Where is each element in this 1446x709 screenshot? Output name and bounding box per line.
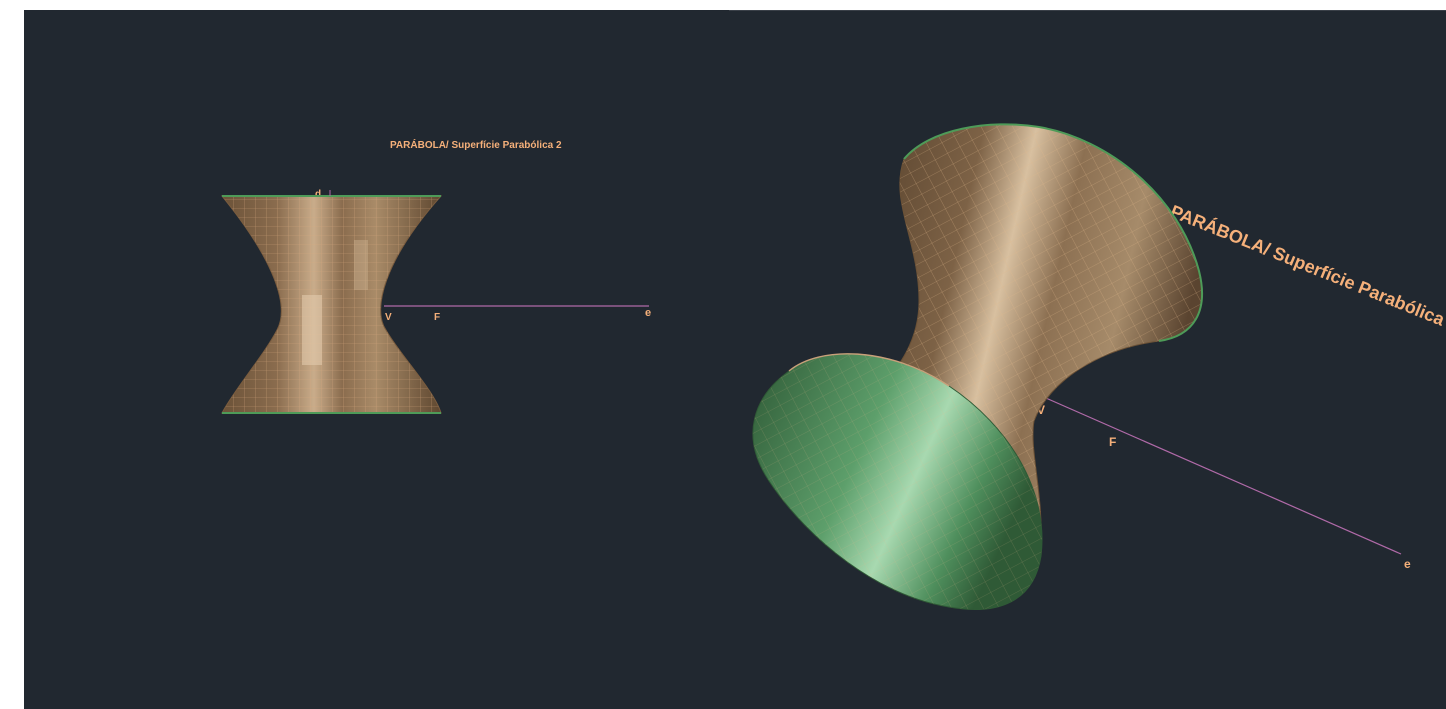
front-view-drawing: PARÁBOLA/ Superfície Parabólica 2 e V F … xyxy=(220,138,651,414)
front-axis-top-label: d xyxy=(315,189,321,200)
front-title: PARÁBOLA/ Superfície Parabólica 2 xyxy=(390,138,562,151)
iso-bottom-rim xyxy=(788,353,950,387)
front-surface-mesh xyxy=(222,196,441,413)
front-focus-label: F xyxy=(434,312,440,323)
viewport-isometric[interactable]: PARÁBOLA/ Superfície Parabólica 2 e V F xyxy=(729,10,1446,709)
front-vertex-label: V xyxy=(385,312,392,323)
front-highlight xyxy=(302,295,322,365)
iso-axis-end-label: e xyxy=(1404,557,1411,571)
front-highlight-2 xyxy=(354,240,368,290)
viewport-front[interactable]: PARÁBOLA/ Superfície Parabólica 2 e V F … xyxy=(24,10,730,709)
iso-title: PARÁBOLA/ Superfície Parabólica 2 xyxy=(1168,200,1446,335)
iso-top-rim xyxy=(903,123,1204,342)
iso-inner-mesh xyxy=(752,353,1043,610)
iso-axis-line xyxy=(1038,394,1402,555)
iso-focus-label: F xyxy=(1109,435,1116,449)
front-axis-end-label: e xyxy=(645,307,651,319)
isometric-view-drawing: PARÁBOLA/ Superfície Parabólica 2 e V F xyxy=(752,123,1446,610)
iso-vertex-label: V xyxy=(1037,403,1045,417)
